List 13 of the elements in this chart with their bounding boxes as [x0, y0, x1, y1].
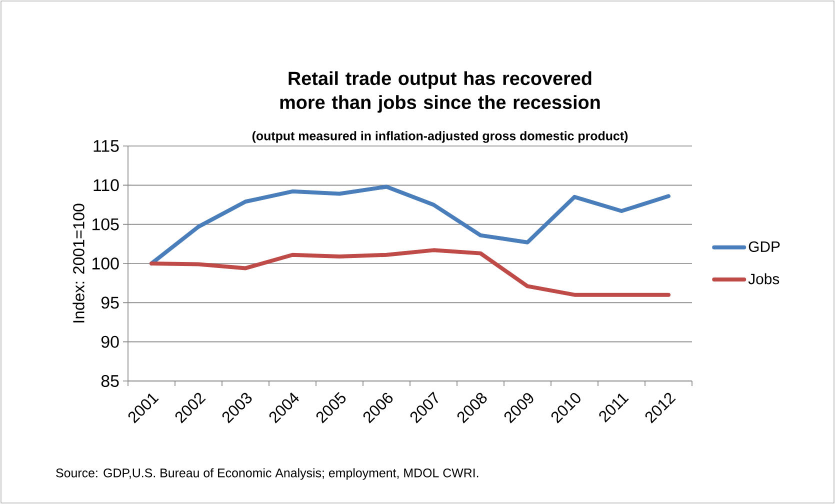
chart-title: Retail trade output has recovered more than jobs since the recession — [280, 71, 600, 113]
legend-label: GDP — [748, 241, 780, 252]
source-note: Source: GDP,U.S. Bureau of Economic Analysis; employment, MDOL CWRI. — [56, 468, 478, 480]
y-tick-label: 100 — [92, 258, 119, 270]
y-tick-label: 85 — [101, 375, 119, 387]
legend-label: Jobs — [748, 273, 780, 284]
y-tick-label: 105 — [92, 218, 119, 230]
y-tick-label: 115 — [94, 140, 119, 152]
y-tick-label: 110 — [94, 179, 119, 192]
y-tick-label: 90 — [101, 336, 119, 348]
y-axis-title: Index: 2001=100 — [72, 204, 84, 322]
chart-subtitle: (output measured in inflation-adjusted gross domestic product) — [252, 131, 628, 143]
y-tick-label: 95 — [101, 296, 119, 309]
